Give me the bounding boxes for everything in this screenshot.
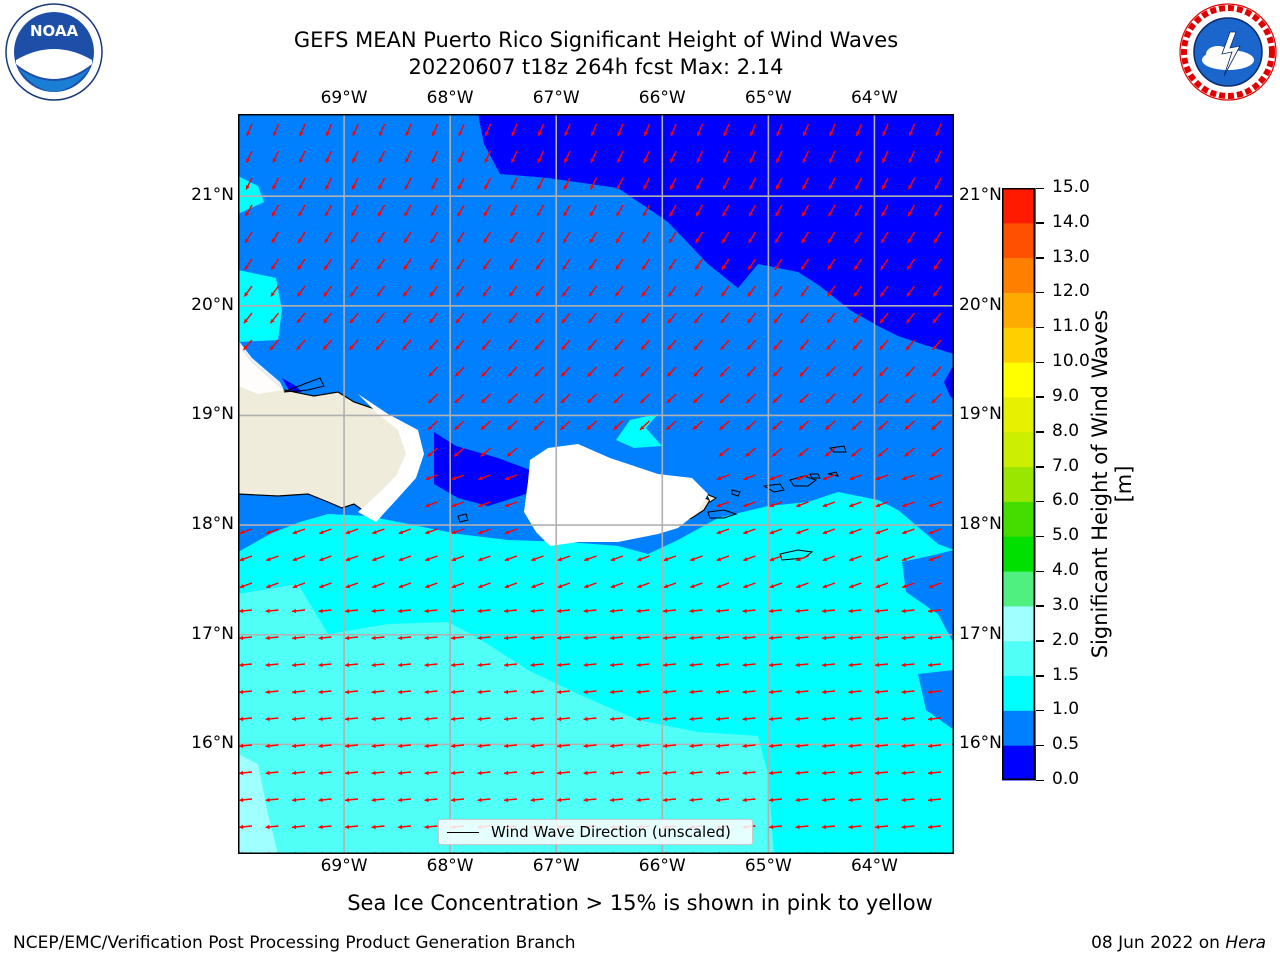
colorbar-swatch: [1002, 396, 1036, 433]
colorbar-swatch: [1002, 710, 1036, 746]
colorbar-tick-label: 15.0: [1052, 177, 1090, 197]
lon-tick-label: 67°W: [532, 856, 580, 876]
colorbar-tick: [1036, 605, 1044, 607]
lon-tick-label: 66°W: [638, 856, 686, 876]
legend-line-swatch: [447, 832, 479, 833]
colorbar-tick: [1036, 535, 1044, 538]
colorbar-tick-label: 10.0: [1052, 351, 1090, 372]
lon-tick-label: 68°W: [426, 856, 474, 876]
colorbar-tick: [1036, 500, 1044, 503]
colorbar-tick: [1036, 326, 1044, 329]
noaa-logo: NOAA: [5, 3, 103, 101]
colorbar-tick-label: 0.0: [1052, 769, 1080, 789]
colorbar-tick: [1036, 396, 1044, 398]
lat-tick-label: 19°N: [191, 404, 234, 425]
footer-date: 08 Jun 2022 on Hera: [1091, 933, 1266, 953]
lat-tick-label: 18°N: [959, 514, 1001, 535]
colorbar-tick-label: 0.5: [1052, 734, 1080, 755]
chart-title: GEFS MEAN Puerto Rico Significant Height…: [293, 28, 899, 52]
colorbar-swatch: [1002, 745, 1036, 781]
lat-tick-label: 17°N: [191, 623, 234, 644]
colorbar-swatch: [1002, 292, 1036, 328]
colorbar-tick-label: 6.0: [1052, 490, 1080, 511]
lat-tick-label: 21°N: [191, 185, 234, 206]
colorbar-tick: [1036, 222, 1044, 224]
map-frame: [238, 114, 954, 854]
colorbar-tick-label: 13.0: [1052, 246, 1090, 267]
colorbar-tick-label: 5.0: [1052, 525, 1080, 546]
lat-tick-label: 16°N: [191, 733, 234, 754]
colorbar: [1002, 188, 1036, 781]
colorbar-tick-label: 3.0: [1052, 594, 1080, 615]
colorbar-tick: [1036, 779, 1044, 781]
colorbar-swatch: [1002, 501, 1036, 537]
colorbar-swatch: [1002, 327, 1036, 363]
colorbar-swatch: [1002, 222, 1036, 259]
colorbar-tick: [1036, 291, 1044, 294]
colorbar-swatch: [1002, 640, 1036, 677]
colorbar-swatch: [1002, 257, 1036, 293]
svg-text:NOAA: NOAA: [30, 22, 79, 40]
lat-tick-label: 19°N: [959, 404, 1001, 425]
chart-subtitle: 20220607 t18z 264h fcst Max: 2.14: [408, 55, 784, 79]
national-weather-service-logo: [1179, 3, 1277, 101]
colorbar-tick: [1036, 187, 1044, 189]
colorbar-swatch: [1002, 536, 1036, 572]
colorbar-tick-label: 4.0: [1052, 560, 1080, 581]
wave-height-map: [238, 114, 954, 854]
colorbar-swatch: [1002, 431, 1036, 468]
lat-tick-label: 18°N: [191, 514, 234, 535]
lon-tick-label: 65°W: [744, 88, 792, 108]
lon-tick-label: 64°W: [850, 88, 898, 108]
colorbar-tick-label: 9.0: [1052, 385, 1080, 406]
colorbar-tick-label: 8.0: [1052, 420, 1080, 441]
colorbar-swatch: [1002, 571, 1036, 607]
colorbar-swatch: [1002, 362, 1036, 398]
colorbar-tick-label: 2.0: [1052, 629, 1080, 650]
colorbar-swatch: [1002, 605, 1036, 642]
lon-tick-label: 67°W: [532, 88, 580, 108]
colorbar-tick-label: 11.0: [1052, 316, 1090, 337]
lat-tick-label: 20°N: [959, 294, 1001, 315]
colorbar-tick-label: 1.0: [1052, 699, 1080, 720]
lon-tick-label: 68°W: [426, 88, 474, 108]
colorbar-tick-label: 14.0: [1052, 211, 1090, 232]
colorbar-swatch: [1002, 188, 1036, 224]
lat-tick-label: 16°N: [959, 733, 1001, 754]
lat-tick-label: 17°N: [959, 623, 1001, 644]
sea-ice-note: Sea Ice Concentration > 15% is shown in …: [347, 891, 933, 915]
legend-label: Wind Wave Direction (unscaled): [491, 823, 731, 841]
lat-tick-label: 21°N: [959, 185, 1001, 206]
colorbar-swatch: [1002, 675, 1036, 711]
lon-tick-label: 64°W: [850, 856, 898, 876]
colorbar-tick: [1036, 361, 1044, 364]
colorbar-tick: [1036, 431, 1044, 433]
map-legend: Wind Wave Direction (unscaled): [438, 819, 753, 845]
colorbar-tick-label: 7.0: [1052, 455, 1080, 476]
footer-host: Hera: [1225, 933, 1266, 953]
colorbar-tick: [1036, 640, 1044, 642]
colorbar-tick-label: 1.5: [1052, 664, 1080, 685]
lon-tick-label: 65°W: [744, 856, 792, 876]
footer-date-text: 08 Jun 2022 on: [1091, 933, 1226, 953]
colorbar-tick: [1036, 675, 1044, 677]
lon-tick-label: 69°W: [320, 856, 368, 876]
colorbar-tick: [1036, 570, 1044, 573]
colorbar-tick-label: 12.0: [1052, 281, 1090, 302]
footer-producer: NCEP/EMC/Verification Post Processing Pr…: [13, 933, 576, 953]
colorbar-tick: [1036, 709, 1044, 712]
colorbar-tick: [1036, 744, 1044, 747]
lon-tick-label: 69°W: [320, 88, 368, 108]
colorbar-tick: [1036, 466, 1044, 468]
lon-tick-label: 66°W: [638, 88, 686, 108]
colorbar-tick: [1036, 257, 1044, 259]
lat-tick-label: 20°N: [191, 294, 234, 315]
colorbar-swatch: [1002, 466, 1036, 502]
